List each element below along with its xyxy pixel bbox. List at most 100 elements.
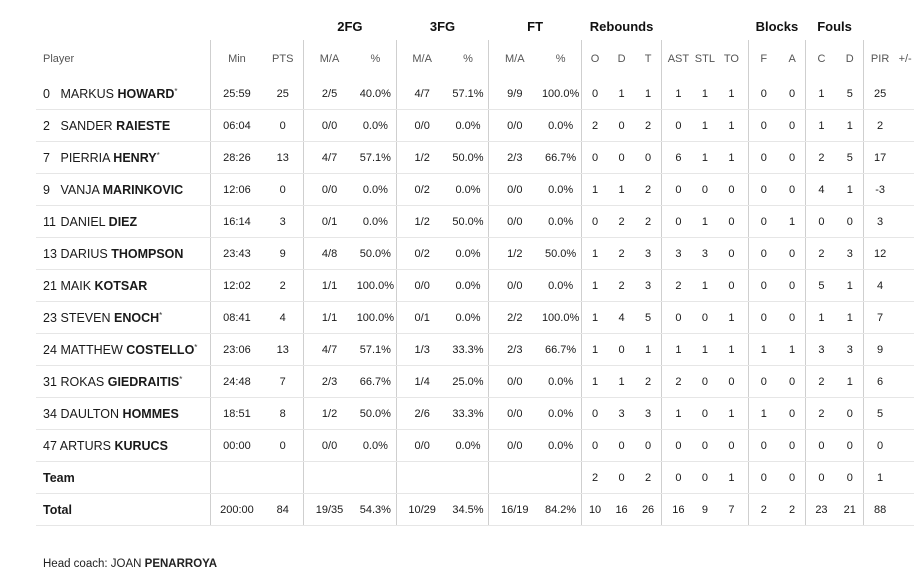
stat-ft-made-attempted: 2/3 xyxy=(488,333,541,366)
stat-blocks-against: 0 xyxy=(778,78,806,110)
stat-total-rebounds: 2 xyxy=(634,365,662,398)
stat-off-rebounds: 1 xyxy=(580,333,609,366)
stat-off-rebounds: 1 xyxy=(580,173,609,206)
team-total-rebounds: 2 xyxy=(634,461,662,494)
stat-fouls-committed: 0 xyxy=(805,205,837,238)
stat-3fg-made-attempted: 1/2 xyxy=(395,205,448,238)
stat-off-rebounds: 1 xyxy=(580,365,609,398)
total-label: Total xyxy=(36,493,211,526)
stat-total-rebounds: 1 xyxy=(634,78,662,110)
stat-ft-pct: 66.7% xyxy=(540,333,582,366)
stat-2fg-made-attempted: 0/0 xyxy=(303,173,356,206)
stat-steals: 3 xyxy=(694,237,716,270)
stat-minutes: 16:14 xyxy=(210,205,263,238)
stat-fouls-committed: 4 xyxy=(805,173,837,206)
stat-2fg-made-attempted: 2/3 xyxy=(303,365,356,398)
stat-2fg-pct: 100.0% xyxy=(355,269,397,302)
stat-steals: 1 xyxy=(694,109,716,142)
stat-ft-made-attempted: 0/0 xyxy=(488,173,541,206)
stat-def-rebounds: 2 xyxy=(608,237,635,270)
group-fouls: Fouls xyxy=(817,18,852,34)
column-header-points: PTS xyxy=(272,53,294,65)
stat-turnovers: 0 xyxy=(715,269,749,302)
stat-plus-minus xyxy=(896,269,914,302)
player-row: 9 VANJA MARINKOVIC 12:06 0 0/0 0.0% 0/2 0.0% 0/… xyxy=(36,173,914,206)
total-assists: 16 xyxy=(661,493,695,526)
stat-total-rebounds: 1 xyxy=(634,333,662,366)
player-cell: 24 MATTHEW COSTELLO* xyxy=(36,333,211,366)
stat-2fg-pct: 100.0% xyxy=(355,301,397,334)
stat-blocks-against: 0 xyxy=(778,301,806,334)
stat-ft-pct: 100.0% xyxy=(540,301,582,334)
team-minutes xyxy=(210,461,263,494)
group-header-row: 2FG 3FG FT Rebounds Blocks Fouls xyxy=(36,12,914,40)
column-header-fouls-drawn: D xyxy=(845,53,854,65)
stat-3fg-made-attempted: 0/0 xyxy=(395,109,448,142)
total-ft-pct: 84.2% xyxy=(540,493,582,526)
player-first-name: DAULTON xyxy=(60,406,120,421)
player-first-name: MAIK xyxy=(60,278,92,293)
player-cell: 31 ROKAS GIEDRAITIS* xyxy=(36,365,211,398)
stat-blocks-for: 0 xyxy=(747,173,779,206)
stat-2fg-pct: 0.0% xyxy=(355,205,397,238)
stat-def-rebounds: 0 xyxy=(608,141,635,174)
stat-turnovers: 1 xyxy=(715,78,749,110)
stat-ft-pct: 0.0% xyxy=(540,397,582,430)
player-last-name: COSTELLO xyxy=(126,342,195,357)
stat-3fg-pct: 0.0% xyxy=(447,301,489,334)
stat-assists: 6 xyxy=(661,141,695,174)
stat-fouls-committed: 5 xyxy=(805,269,837,302)
team-3fg-made-attempted xyxy=(395,461,448,494)
stat-points: 13 xyxy=(262,141,304,174)
column-header-3fg-pct: % xyxy=(463,53,473,65)
column-header-def-rebounds: D xyxy=(617,53,626,65)
team-fouls-drawn: 0 xyxy=(836,461,864,494)
stat-plus-minus xyxy=(896,429,914,462)
stat-2fg-made-attempted: 4/7 xyxy=(303,141,356,174)
stat-fouls-drawn: 1 xyxy=(836,173,864,206)
stat-fouls-committed: 2 xyxy=(805,397,837,430)
stat-minutes: 23:06 xyxy=(210,333,263,366)
stat-2fg-made-attempted: 0/0 xyxy=(303,429,356,462)
total-steals: 9 xyxy=(694,493,716,526)
stat-2fg-made-attempted: 4/8 xyxy=(303,237,356,270)
team-turnovers: 1 xyxy=(715,461,749,494)
stat-fouls-committed: 1 xyxy=(805,301,837,334)
stat-turnovers: 1 xyxy=(715,141,749,174)
stat-plus-minus xyxy=(896,237,914,270)
player-first-name: MATTHEW xyxy=(60,342,123,357)
player-last-name: KOTSAR xyxy=(94,278,148,293)
column-header-blocks-against: A xyxy=(788,53,796,65)
stat-ft-pct: 0.0% xyxy=(540,205,582,238)
stat-fouls-committed: 1 xyxy=(805,78,837,110)
stat-assists: 2 xyxy=(661,269,695,302)
stat-3fg-pct: 0.0% xyxy=(447,429,489,462)
stat-steals: 1 xyxy=(694,78,716,110)
stat-pir: 7 xyxy=(862,301,897,334)
team-off-rebounds: 2 xyxy=(580,461,609,494)
player-first-name: DARIUS xyxy=(60,246,108,261)
stat-def-rebounds: 4 xyxy=(608,301,635,334)
stat-off-rebounds: 0 xyxy=(580,429,609,462)
column-header-2fg-made-attempted: M/A xyxy=(303,40,356,78)
total-ft-made-attempted: 16/19 xyxy=(488,493,541,526)
total-blocks-for: 2 xyxy=(747,493,779,526)
stat-pir: 3 xyxy=(862,205,897,238)
stat-3fg-pct: 0.0% xyxy=(447,109,489,142)
player-row: 31 ROKAS GIEDRAITIS* 24:48 7 2/3 66.7% 1/4 25.… xyxy=(36,365,914,398)
head-coach-first-name: JOAN xyxy=(110,558,142,570)
stat-steals: 0 xyxy=(694,365,716,398)
stat-2fg-made-attempted: 2/5 xyxy=(303,78,356,110)
total-pir: 88 xyxy=(862,493,897,526)
stat-steals: 0 xyxy=(694,301,716,334)
stat-ft-made-attempted: 0/0 xyxy=(488,205,541,238)
stat-2fg-pct: 50.0% xyxy=(355,237,397,270)
group-blocks: Blocks xyxy=(755,18,799,34)
stat-3fg-made-attempted: 4/7 xyxy=(395,78,448,110)
stat-pir: 17 xyxy=(862,141,897,174)
stat-2fg-made-attempted: 4/7 xyxy=(303,333,356,366)
total-blocks-against: 2 xyxy=(778,493,806,526)
column-header-blocks-for: F xyxy=(747,40,779,78)
stat-fouls-drawn: 0 xyxy=(836,429,864,462)
stat-ft-made-attempted: 9/9 xyxy=(488,78,541,110)
